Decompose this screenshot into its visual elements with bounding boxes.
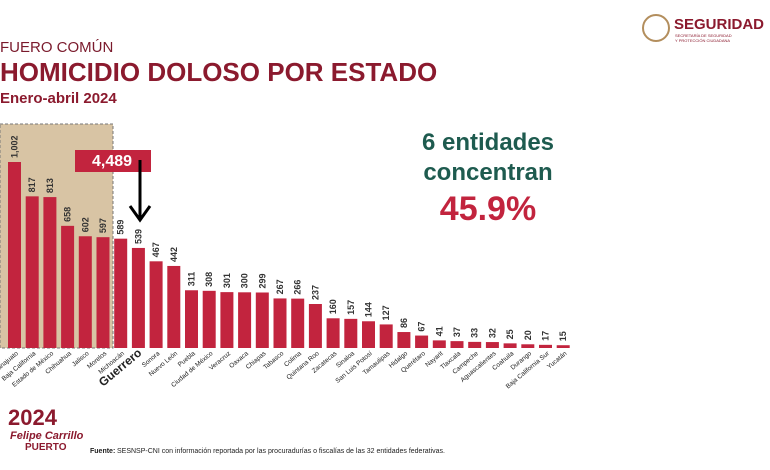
value-label: 467 bbox=[151, 242, 161, 257]
value-label: 300 bbox=[240, 273, 250, 288]
bar bbox=[485, 342, 499, 348]
value-label: 20 bbox=[523, 330, 533, 340]
arrow bbox=[128, 160, 152, 223]
value-label: 127 bbox=[381, 305, 391, 320]
value-label: 15 bbox=[558, 331, 568, 341]
bar bbox=[149, 261, 163, 348]
chart-title: HOMICIDIO DOLOSO POR ESTADO bbox=[0, 57, 437, 87]
bar bbox=[468, 341, 482, 348]
value-label: 160 bbox=[328, 299, 338, 314]
total-box bbox=[75, 150, 151, 172]
value-label: 539 bbox=[133, 229, 143, 244]
value-label: 602 bbox=[80, 217, 90, 232]
value-label: 33 bbox=[470, 328, 480, 338]
note-value: 45.9% bbox=[440, 190, 536, 228]
note-line: concentran bbox=[423, 159, 552, 186]
value-label: 25 bbox=[505, 329, 515, 339]
logo-line: Y PROTECCIÓN CIUDADANA bbox=[675, 38, 730, 43]
bar bbox=[326, 318, 340, 348]
bar bbox=[308, 304, 322, 348]
value-label: 658 bbox=[63, 207, 73, 222]
bar bbox=[43, 197, 57, 348]
value-label: 37 bbox=[452, 327, 462, 337]
bar bbox=[25, 196, 39, 348]
bar bbox=[202, 290, 216, 348]
bar bbox=[450, 341, 464, 348]
value-label: 311 bbox=[187, 272, 197, 287]
bar bbox=[78, 236, 92, 348]
bar bbox=[185, 290, 198, 348]
bar bbox=[503, 343, 517, 348]
value-label: 17 bbox=[541, 331, 551, 341]
bar bbox=[238, 292, 252, 348]
bar bbox=[167, 265, 181, 348]
value-label: 817 bbox=[27, 177, 37, 192]
value-label: 589 bbox=[116, 220, 126, 235]
value-label: 267 bbox=[275, 279, 285, 294]
bar bbox=[539, 344, 552, 348]
value-label: 144 bbox=[364, 302, 374, 317]
subtitle: Enero-abril 2024 bbox=[0, 90, 117, 107]
bar bbox=[220, 292, 234, 348]
value-label: 597 bbox=[98, 218, 108, 233]
bar bbox=[61, 225, 75, 348]
value-label: 1,002 bbox=[10, 135, 20, 158]
value-label: 301 bbox=[222, 273, 232, 288]
footer-logo-name: Felipe Carrillo bbox=[10, 430, 84, 442]
value-label: 86 bbox=[399, 318, 409, 328]
bar bbox=[255, 292, 269, 348]
value-label: 157 bbox=[346, 300, 356, 315]
bar bbox=[432, 340, 446, 348]
supertitle: FUERO COMÚN bbox=[0, 39, 113, 56]
value-label: 442 bbox=[169, 247, 179, 262]
footer-logo-place: PUERTO bbox=[25, 442, 67, 453]
bar bbox=[415, 335, 429, 348]
bar bbox=[96, 237, 110, 348]
value-label: 299 bbox=[257, 273, 267, 288]
logo-line: SECRETARÍA DE SEGURIDAD bbox=[675, 33, 732, 38]
bar bbox=[273, 298, 287, 348]
bar bbox=[344, 318, 358, 348]
bar bbox=[556, 345, 570, 348]
bar bbox=[114, 238, 128, 348]
value-label: 266 bbox=[293, 280, 303, 295]
note-line: 6 entidades bbox=[422, 129, 554, 156]
source: SESNSP-CNI con información reportada por… bbox=[117, 448, 445, 455]
value-label: 41 bbox=[434, 326, 444, 336]
bar bbox=[131, 247, 145, 348]
logo-emblem bbox=[642, 14, 670, 42]
bar bbox=[8, 162, 21, 348]
bar bbox=[397, 332, 411, 348]
value-label: 237 bbox=[310, 285, 320, 300]
value-label: 67 bbox=[417, 322, 427, 332]
bar bbox=[521, 344, 535, 348]
bar bbox=[379, 324, 393, 348]
bar bbox=[362, 321, 375, 348]
value-label: 32 bbox=[487, 328, 497, 338]
group-total: 4,489 bbox=[92, 153, 132, 170]
logo-name: SEGURIDAD bbox=[674, 16, 764, 33]
footer-logo-year: 2024 bbox=[8, 405, 58, 430]
source-label: Fuente: bbox=[90, 448, 115, 455]
bar bbox=[291, 298, 305, 348]
value-label: 308 bbox=[204, 272, 214, 287]
value-label: 813 bbox=[45, 178, 55, 193]
